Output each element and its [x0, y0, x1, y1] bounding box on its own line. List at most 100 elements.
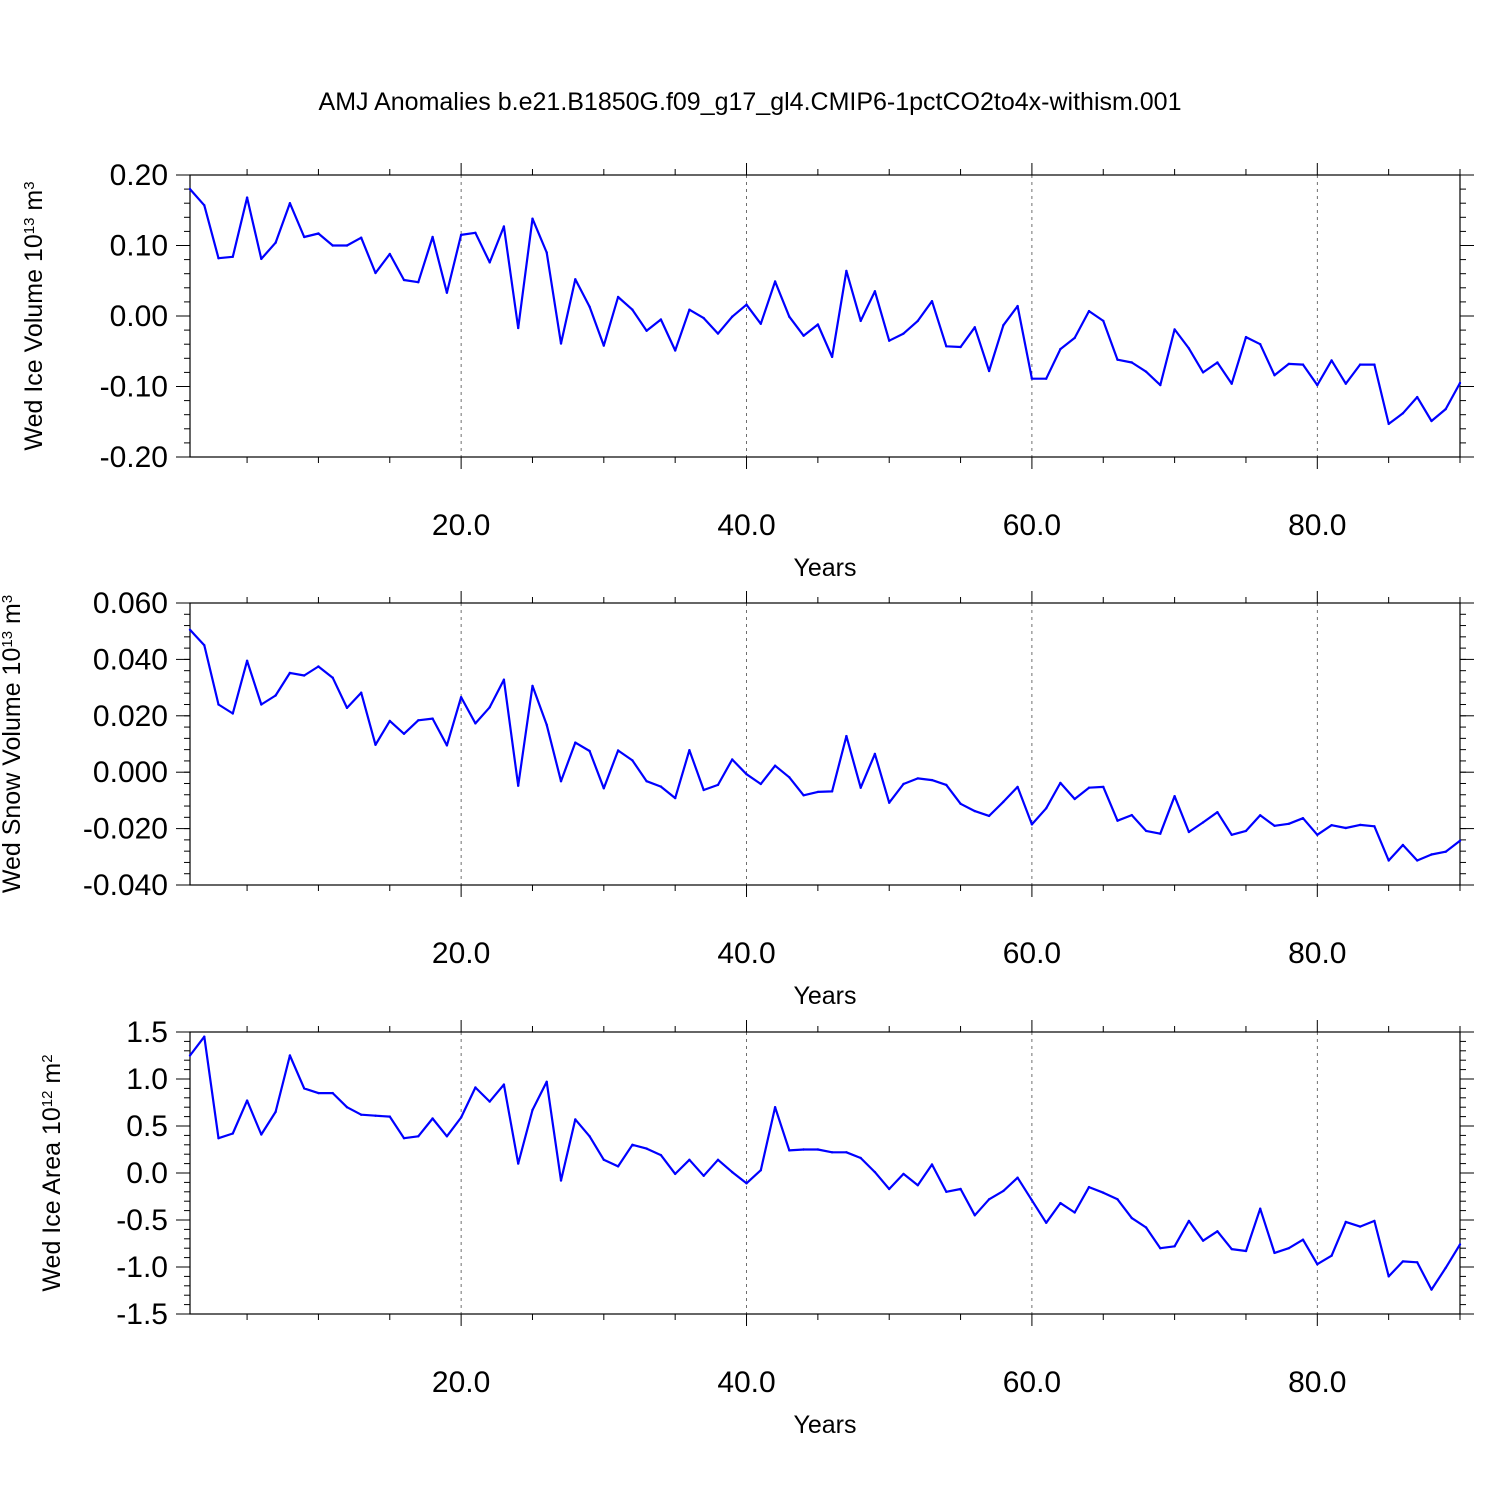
y-tick-label: -0.040 [83, 869, 168, 902]
data-point [631, 1143, 634, 1147]
y-tick-label: -1.5 [116, 1298, 168, 1331]
data-point [574, 1118, 577, 1121]
data-point [788, 1149, 791, 1152]
data-point [1287, 362, 1291, 366]
data-point [388, 252, 391, 256]
data-point [716, 783, 720, 787]
data-point [959, 345, 962, 349]
data-point [303, 674, 306, 677]
data-point [1073, 1211, 1076, 1214]
data-point [816, 323, 820, 326]
data-point [331, 244, 334, 247]
data-point [659, 1153, 663, 1157]
data-point [731, 758, 734, 761]
data-point [902, 332, 905, 335]
data-point [1216, 811, 1219, 814]
y-tick-label: 0.5 [126, 1110, 168, 1143]
data-point [459, 1116, 463, 1119]
data-point [1102, 319, 1105, 323]
data-point [930, 778, 934, 782]
data-point [902, 782, 905, 786]
data-point [1287, 1247, 1291, 1250]
data-point [888, 801, 891, 804]
data-point [745, 1182, 748, 1185]
data-point [545, 1080, 548, 1084]
data-point [1444, 1266, 1447, 1270]
data-point [1173, 795, 1176, 798]
data-point [1387, 1275, 1390, 1278]
data-point [1087, 1185, 1091, 1189]
data-point [245, 1099, 249, 1102]
data-point [1273, 374, 1276, 377]
data-point [559, 342, 563, 345]
data-point [360, 1113, 363, 1116]
data-point [445, 1135, 449, 1138]
data-point [545, 251, 548, 254]
data-point [1273, 824, 1276, 827]
data-point [702, 316, 705, 320]
data-point [374, 1114, 377, 1117]
data-point [659, 318, 663, 321]
panel-snow-volume: 20.0 40.0 60.0 80.0 -0.040 -0.020 0.000 0.020 0.… [0, 587, 1474, 1010]
x-axis-label: Years [793, 982, 856, 1010]
y-tick-label: 1.0 [126, 1063, 168, 1096]
y-tick-label: 0.20 [110, 159, 168, 192]
data-point [930, 1163, 934, 1166]
data-point [517, 784, 520, 787]
data-point [1430, 853, 1433, 856]
data-point [716, 1158, 720, 1162]
y-axis-label: Wed Ice Area 1012 m2 [38, 1054, 66, 1291]
y-tick-label: -0.10 [100, 371, 168, 404]
plot-frame [189, 174, 1461, 458]
data-point [1301, 363, 1305, 366]
data-point [830, 1151, 834, 1154]
data-point [1087, 309, 1091, 313]
data-point [260, 257, 263, 261]
data-point [1016, 1176, 1019, 1179]
data-point [488, 261, 491, 264]
data-point [517, 326, 520, 330]
data-point [1045, 1221, 1048, 1225]
data-point [1187, 830, 1191, 834]
data-point [645, 329, 648, 332]
data-point [245, 659, 249, 662]
data-point [816, 790, 820, 794]
data-point [1344, 826, 1348, 830]
y-axis-label: Wed Ice Volume 1013 m3 [20, 181, 48, 450]
data-point [1330, 359, 1333, 362]
data-point [445, 291, 449, 294]
data-point [1002, 324, 1005, 327]
data-point [602, 787, 605, 790]
data-point [1244, 1249, 1248, 1253]
data-point [873, 752, 877, 756]
y-tick-label: 1.5 [126, 1016, 168, 1049]
x-tick-label: 40.0 [717, 509, 775, 542]
data-point [1458, 381, 1462, 385]
data-point [188, 187, 192, 191]
data-point [1016, 304, 1019, 308]
data-point [1216, 361, 1219, 364]
y-tick-label: -1.0 [116, 1251, 168, 1284]
data-point [388, 1115, 391, 1118]
data-point [217, 257, 220, 260]
data-point [1102, 1191, 1105, 1194]
data-point [987, 1198, 991, 1201]
data-point [1458, 839, 1462, 842]
data-point [1216, 1230, 1219, 1233]
data-point [1102, 785, 1105, 789]
data-point [659, 785, 663, 788]
data-point [431, 235, 434, 239]
data-point [1230, 833, 1233, 836]
data-point [288, 202, 292, 205]
y-tick-label: -0.20 [100, 441, 168, 474]
data-point [488, 706, 491, 709]
plot-frame [189, 602, 1461, 886]
data-point [1130, 1216, 1134, 1220]
data-point [1130, 813, 1134, 817]
y-tick-label: 0.000 [93, 756, 168, 789]
data-point [588, 749, 591, 753]
x-tick-label: 80.0 [1288, 509, 1346, 542]
data-point [374, 271, 377, 275]
data-point [1387, 859, 1390, 862]
data-point [1116, 1198, 1119, 1201]
